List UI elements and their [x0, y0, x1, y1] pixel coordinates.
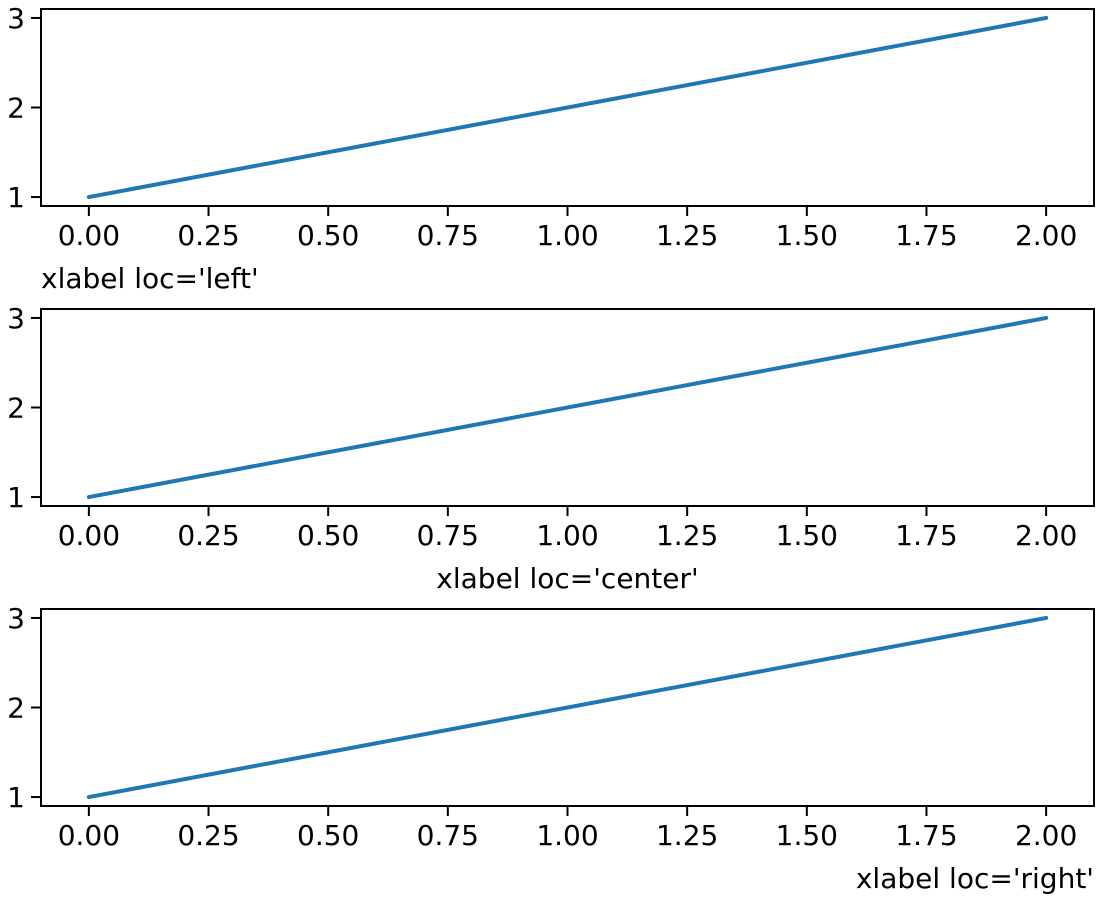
axes-xlabel-right: 0.00 0.25 0.50 0.75 1.00 1.25 1.50 1.75 2.00 1 2 3 x…	[7, 602, 1095, 895]
y-tick-label: 3	[7, 602, 25, 635]
x-tick-label: 1.00	[536, 519, 598, 552]
x-tick-label: 1.25	[656, 819, 718, 852]
x-tick-label: 1.50	[776, 219, 838, 252]
x-tick-label: 0.00	[58, 519, 120, 552]
x-axis-label: xlabel loc='left'	[41, 262, 259, 295]
subplot-xlabel-right: 0.00 0.25 0.50 0.75 1.00 1.25 1.50 1.75 2.00 1 2 3 x…	[0, 600, 1100, 900]
subplot-xlabel-left: 0.00 0.25 0.50 0.75 1.00 1.25 1.50 1.75 2.00 1 2 3 x…	[0, 0, 1100, 300]
axes-xlabel-center: 0.00 0.25 0.50 0.75 1.00 1.25 1.50 1.75 2.00 1 2 3 x…	[7, 302, 1095, 595]
x-tick-label: 0.50	[297, 219, 359, 252]
x-tick-label: 2.00	[1015, 819, 1077, 852]
y-tick-label: 1	[7, 781, 25, 814]
x-tick-label: 1.75	[895, 219, 957, 252]
x-tick-label: 1.00	[536, 819, 598, 852]
x-axis-label: xlabel loc='center'	[436, 562, 698, 595]
x-tick-label: 1.50	[776, 519, 838, 552]
x-tick-label: 0.50	[297, 519, 359, 552]
x-tick-label: 1.75	[895, 819, 957, 852]
y-tick-label: 3	[7, 2, 25, 35]
axes-frame	[40, 8, 1095, 207]
axes-frame	[40, 308, 1095, 507]
y-tick-label: 2	[7, 92, 25, 125]
y-tick-label: 3	[7, 302, 25, 335]
data-line	[86, 315, 1049, 500]
x-tick-label: 0.75	[417, 219, 479, 252]
y-tick-label: 1	[7, 181, 25, 214]
y-tick-label: 2	[7, 392, 25, 425]
axes-xlabel-left: 0.00 0.25 0.50 0.75 1.00 1.25 1.50 1.75 2.00 1 2 3 x…	[7, 2, 1095, 295]
x-tick-label: 2.00	[1015, 219, 1077, 252]
x-tick-label: 0.75	[417, 819, 479, 852]
x-tick-label: 0.25	[177, 819, 239, 852]
x-tick-label: 1.75	[895, 519, 957, 552]
x-tick-label: 2.00	[1015, 519, 1077, 552]
data-line	[86, 15, 1049, 200]
y-tick-label: 1	[7, 481, 25, 514]
axes-frame	[40, 608, 1095, 807]
x-tick-label: 0.25	[177, 219, 239, 252]
y-tick-label: 2	[7, 692, 25, 725]
x-tick-label: 1.00	[536, 219, 598, 252]
x-tick-label: 0.00	[58, 819, 120, 852]
subplot-xlabel-center: 0.00 0.25 0.50 0.75 1.00 1.25 1.50 1.75 2.00 1 2 3 x…	[0, 300, 1100, 600]
x-tick-label: 0.25	[177, 519, 239, 552]
x-tick-label: 1.50	[776, 819, 838, 852]
x-axis-label: xlabel loc='right'	[856, 862, 1094, 895]
x-tick-label: 1.25	[656, 219, 718, 252]
data-line	[86, 615, 1049, 800]
x-tick-label: 1.25	[656, 519, 718, 552]
x-tick-label: 0.00	[58, 219, 120, 252]
x-tick-label: 0.50	[297, 819, 359, 852]
x-tick-label: 0.75	[417, 519, 479, 552]
